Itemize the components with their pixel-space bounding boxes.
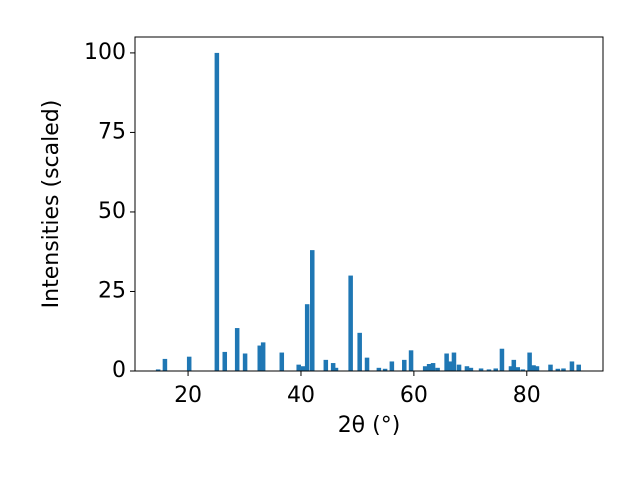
x-tick-label: 40 [287, 383, 315, 408]
bar [300, 366, 306, 371]
bar [186, 356, 192, 371]
bar [408, 350, 414, 371]
bar [444, 353, 449, 371]
bar [279, 352, 285, 371]
bar [508, 366, 514, 371]
bar [426, 364, 432, 371]
y-axis-label: Intensities (scaled) [39, 100, 64, 309]
bar [234, 328, 240, 371]
bar [348, 275, 353, 371]
bar [478, 368, 484, 371]
bar [456, 364, 462, 371]
bar [561, 368, 566, 371]
x-tick-label: 80 [513, 383, 541, 408]
y-tick-label: 100 [84, 40, 126, 65]
bar [515, 367, 521, 371]
bar [330, 363, 336, 371]
bar [435, 367, 440, 371]
bar [222, 351, 228, 371]
y-tick-label: 25 [98, 278, 126, 303]
bar [296, 364, 301, 371]
bar [534, 366, 540, 371]
bar [389, 361, 395, 371]
bar [527, 352, 532, 371]
bar [357, 332, 362, 371]
x-tick-label: 20 [174, 383, 202, 408]
bar [531, 365, 536, 371]
bar [402, 359, 407, 371]
bar [323, 359, 329, 371]
bar [486, 369, 492, 371]
bar [464, 366, 470, 371]
x-axis-label: 2θ (°) [338, 413, 401, 438]
bar [376, 367, 382, 371]
bar [555, 368, 561, 371]
bar [310, 250, 315, 371]
plot-frame [134, 36, 604, 372]
y-tick-label: 75 [98, 119, 126, 144]
bar [364, 357, 370, 371]
bar [242, 353, 248, 371]
bar [468, 367, 474, 371]
bar [576, 364, 581, 371]
bar [304, 304, 310, 371]
bar [520, 369, 526, 371]
x-tick-label: 60 [400, 383, 428, 408]
bar [333, 367, 339, 371]
bar [155, 369, 161, 371]
bar [569, 361, 575, 371]
bar [511, 359, 517, 371]
bar [382, 368, 388, 371]
bar [214, 52, 220, 372]
bar [257, 345, 263, 371]
bar [422, 366, 428, 371]
bar [548, 364, 553, 371]
y-tick-label: 0 [112, 358, 126, 383]
bar [499, 348, 505, 371]
bar [430, 363, 436, 371]
bar [493, 368, 498, 371]
bar [260, 342, 266, 371]
bar [448, 361, 453, 371]
bar [451, 352, 457, 371]
y-tick-label: 50 [98, 199, 126, 224]
bar [162, 358, 168, 371]
